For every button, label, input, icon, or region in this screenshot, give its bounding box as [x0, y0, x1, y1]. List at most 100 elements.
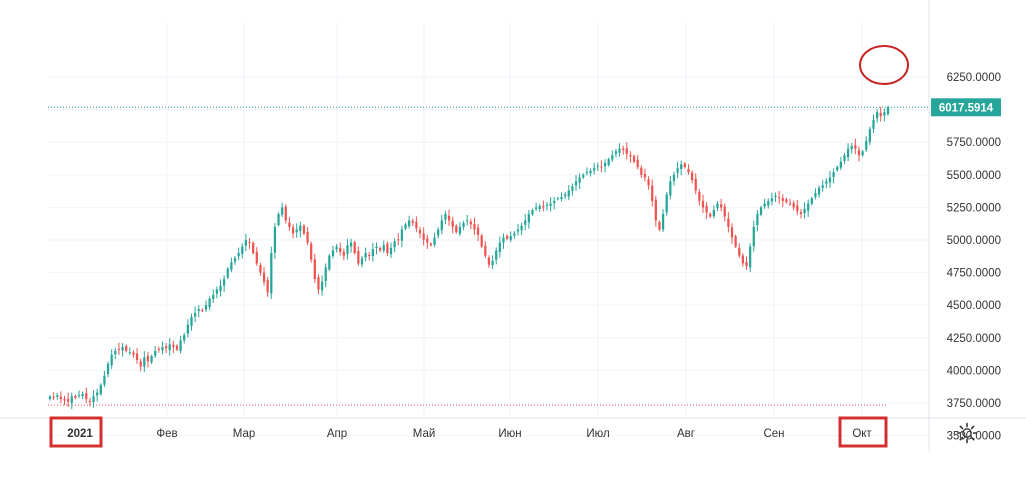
x-tick-label: Июн [498, 428, 521, 440]
candle-body [226, 268, 229, 278]
candle-body [560, 196, 563, 200]
candle-body [74, 396, 77, 398]
candle-body [502, 237, 505, 243]
candle-body [643, 174, 647, 178]
highlight-box-oct [838, 416, 888, 448]
candle-body [534, 207, 538, 209]
candle-body [632, 156, 636, 162]
grid-lines [0, 0, 1026, 452]
gear-icon[interactable] [955, 421, 979, 445]
candle-body [164, 346, 168, 349]
candle-body [661, 213, 665, 230]
y-tick-label: 4000.0000 [947, 365, 1001, 377]
candle-body [513, 233, 516, 236]
candle-body [672, 174, 676, 181]
candle-body [117, 348, 121, 350]
candle-body [629, 155, 632, 157]
candle-body [542, 206, 545, 208]
candle-body [56, 395, 59, 397]
candle-body [121, 346, 124, 351]
candle-body [320, 281, 324, 291]
candle-body [582, 174, 585, 178]
price-axis[interactable]: 6250.00006000.00005750.00005500.00005250… [931, 72, 1001, 443]
candle-body [317, 277, 320, 290]
highlight-box-year [49, 416, 103, 448]
candle-body [527, 213, 530, 223]
candle-body [99, 384, 102, 395]
candle-body [447, 215, 451, 221]
candle-body [281, 207, 284, 215]
candle-body [284, 206, 287, 221]
candle-body [408, 220, 411, 227]
candle-body [197, 309, 200, 312]
y-tick-label: 5500.0000 [947, 170, 1001, 182]
candle-body [212, 294, 215, 300]
candle-body [564, 194, 567, 197]
candle-body [451, 220, 454, 227]
highlight-circle-peak [859, 45, 909, 85]
candle-body [302, 225, 306, 234]
candle-body [817, 187, 821, 195]
candle-body [288, 222, 291, 227]
candle-body [730, 227, 734, 238]
x-tick-label: Май [413, 428, 436, 440]
candle-body [574, 181, 578, 186]
candle-body [248, 241, 251, 243]
candle-body [96, 392, 99, 396]
candle-body [756, 213, 759, 226]
candle-body [767, 200, 770, 206]
candle-body [106, 363, 110, 375]
candle-body [190, 316, 193, 326]
candle-body [150, 356, 153, 363]
x-tick-label: Июл [586, 428, 609, 440]
candle-body [585, 172, 589, 174]
candle-body [411, 220, 414, 224]
candle-body [484, 245, 487, 256]
candle-body [458, 226, 462, 234]
candle-body [618, 148, 621, 153]
x-tick-label: Сен [763, 428, 784, 440]
candle-body [770, 198, 774, 202]
candle-body [810, 198, 813, 204]
y-tick-label: 3750.0000 [947, 398, 1001, 410]
candle-body [331, 250, 335, 257]
candle-body [611, 155, 614, 160]
candle-body [349, 242, 353, 247]
candle-body [193, 313, 197, 317]
candle-body [389, 247, 393, 255]
candle-body [273, 226, 277, 253]
candle-body [375, 246, 378, 248]
candle-body [466, 220, 469, 222]
candle-body [505, 235, 509, 239]
time-axis[interactable]: 2021 Фев Мар Апр Май Июн Июл Авг Сен Окт [67, 428, 872, 440]
candle-body [788, 203, 792, 205]
candle-body [839, 161, 842, 168]
candle-body [480, 235, 483, 247]
candle-body [422, 233, 425, 240]
candle-body [886, 107, 890, 115]
candle-body [861, 151, 864, 156]
candle-body [462, 223, 465, 227]
candle-body [752, 226, 755, 247]
candle-body [70, 396, 73, 403]
candle-body [683, 163, 686, 167]
candle-body [651, 185, 654, 201]
candle-body [360, 258, 364, 265]
candle-body [658, 222, 661, 230]
candle-body [48, 396, 52, 400]
candle-body [426, 238, 429, 243]
candle-body [244, 240, 248, 246]
candle-body [324, 267, 327, 281]
candle-body [85, 393, 88, 400]
candle-body [473, 223, 476, 230]
candle-body [143, 357, 146, 367]
candle-body [680, 164, 683, 170]
candle-body [749, 246, 752, 268]
candle-body [154, 350, 157, 356]
candle-body [843, 155, 846, 161]
x-tick-label: Авг [677, 428, 695, 440]
last-price-label: 6017.5914 [939, 102, 994, 114]
candle-body [669, 181, 672, 196]
candle-body [368, 254, 371, 256]
candle-body [179, 340, 182, 352]
